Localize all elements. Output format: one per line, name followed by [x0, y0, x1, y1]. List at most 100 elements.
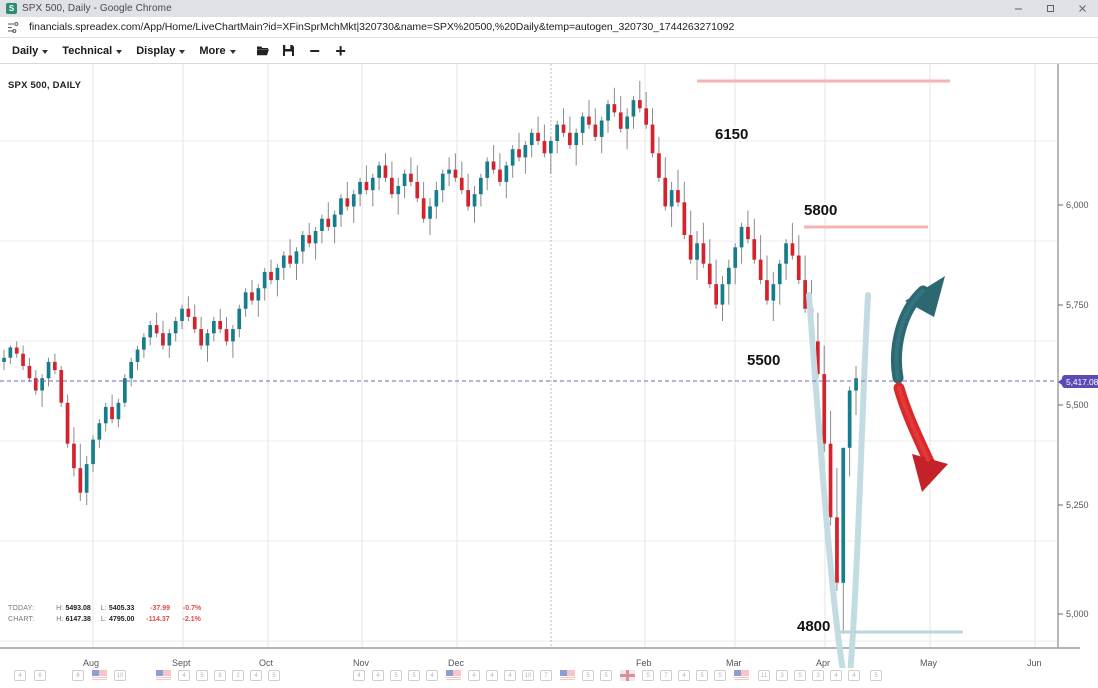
event-badge[interactable]: 4	[353, 670, 365, 681]
event-badge[interactable]: 4	[830, 670, 842, 681]
event-badge[interactable]: 5	[714, 670, 726, 681]
event-badge[interactable]: 4	[678, 670, 690, 681]
flag-icon-us[interactable]	[446, 670, 461, 681]
flag-icon-us[interactable]	[92, 670, 107, 681]
candle-body	[358, 181, 362, 195]
stats-today-row: TODAY: H: 5493.08 L: 5405.33 -37.99 -0.7…	[8, 605, 201, 612]
zoom-out-icon[interactable]: −	[309, 40, 320, 61]
event-badge[interactable]: 5	[794, 670, 806, 681]
menu-more[interactable]: More	[192, 39, 242, 63]
candle-body	[529, 132, 534, 146]
chevron-down-icon	[42, 49, 49, 54]
site-settings-icon[interactable]	[7, 21, 20, 34]
drawn-v-left-leg	[806, 292, 849, 688]
candle-body	[78, 468, 83, 493]
candle-body	[173, 321, 178, 334]
event-badge[interactable]: 4	[468, 670, 480, 681]
event-badge[interactable]: 4	[848, 670, 860, 681]
save-icon[interactable]	[277, 39, 301, 63]
candle-body	[618, 112, 623, 129]
event-badge[interactable]: 4	[14, 670, 26, 681]
chart-area[interactable]: SPX 500, DAILY	[0, 64, 1098, 688]
candle-body	[803, 280, 807, 309]
event-badge[interactable]: 5	[582, 670, 594, 681]
chevron-down-icon	[116, 49, 123, 54]
tab-title: SPX 500, Daily - Google Chrome	[22, 3, 172, 14]
event-badge[interactable]: 4	[178, 670, 190, 681]
candle-body	[262, 271, 267, 289]
menu-display[interactable]: Display	[129, 39, 192, 63]
economic-event-strip[interactable]: 4 6 6 10 4 5 8 2 4 5 4 4 5 5 4 4 4 4 10 7 5 5 5 7 4 5 5 11 3 5 3 4 4 5	[0, 668, 1098, 688]
event-badge[interactable]: 7	[660, 670, 672, 681]
event-badge[interactable]: 6	[34, 670, 46, 681]
event-badge[interactable]: 10	[522, 670, 534, 681]
candle-body	[472, 194, 477, 207]
event-badge[interactable]: 5	[268, 670, 280, 681]
menu-display-label: Display	[136, 44, 176, 57]
event-badge[interactable]: 6	[72, 670, 84, 681]
gridlines-horizontal	[0, 140, 1058, 642]
candle-body	[59, 370, 64, 403]
candle-body	[790, 243, 795, 256]
event-badge[interactable]: 8	[214, 670, 226, 681]
candle-body	[409, 173, 413, 182]
event-badge[interactable]: 4	[372, 670, 384, 681]
event-badge[interactable]: 4	[486, 670, 498, 681]
candle-body	[129, 361, 133, 379]
menu-daily[interactable]: Daily	[5, 39, 55, 63]
zoom-in-icon[interactable]: +	[335, 40, 346, 61]
candle-body	[53, 361, 57, 371]
level-label-4800: 4800	[797, 618, 831, 635]
event-badge[interactable]: 5	[390, 670, 402, 681]
close-icon[interactable]	[1066, 0, 1098, 17]
address-bar[interactable]: financials.spreadex.com/App/Home/LiveCha…	[0, 17, 1098, 38]
candle-body	[682, 202, 687, 235]
open-folder-icon[interactable]	[251, 39, 275, 63]
event-badge[interactable]: 3	[776, 670, 788, 681]
candle-body	[587, 116, 591, 125]
candle-body	[720, 284, 725, 305]
event-badge[interactable]: 5	[408, 670, 420, 681]
candle-body	[459, 177, 464, 191]
minimize-icon[interactable]	[1002, 0, 1034, 17]
flag-icon-uk[interactable]	[620, 670, 635, 681]
event-badge[interactable]: 2	[232, 670, 244, 681]
event-badge[interactable]: 7	[540, 670, 552, 681]
chevron-down-icon	[229, 49, 236, 54]
candle-body	[33, 378, 38, 391]
event-badge[interactable]: 10	[114, 670, 126, 681]
event-badge[interactable]: 3	[812, 670, 824, 681]
candle-body	[752, 239, 757, 260]
x-tick-nov: Nov	[353, 658, 370, 668]
menu-more-label: More	[199, 44, 226, 57]
event-badge[interactable]: 5	[870, 670, 882, 681]
event-badge[interactable]: 4	[504, 670, 516, 681]
flag-icon-us[interactable]	[734, 670, 749, 681]
event-badge[interactable]: 4	[250, 670, 262, 681]
candle-body	[796, 255, 801, 280]
candle-body	[199, 329, 203, 346]
candle-body	[294, 251, 299, 264]
candle-body	[428, 206, 432, 219]
event-badge[interactable]: 4	[426, 670, 438, 681]
candle-body	[313, 231, 318, 244]
flag-icon-us[interactable]	[156, 670, 171, 681]
stats-today-low: 5405.33	[108, 605, 135, 612]
candle-body	[14, 347, 19, 354]
event-badge[interactable]: 5	[600, 670, 612, 681]
event-badge[interactable]: 11	[758, 670, 770, 681]
event-badge[interactable]: 5	[196, 670, 208, 681]
flag-icon-us[interactable]	[560, 670, 575, 681]
candle-body	[504, 165, 509, 182]
candle-body	[523, 145, 528, 158]
menu-technical[interactable]: Technical	[55, 39, 129, 63]
stats-today-low-label: L:	[100, 605, 107, 612]
candle-body	[110, 406, 114, 420]
gridlines-vertical	[92, 64, 1036, 648]
event-badge[interactable]: 5	[696, 670, 708, 681]
maximize-icon[interactable]	[1034, 0, 1066, 17]
chart-canvas[interactable]	[0, 64, 1098, 688]
event-badge[interactable]: 5	[642, 670, 654, 681]
candle-body	[212, 321, 216, 334]
